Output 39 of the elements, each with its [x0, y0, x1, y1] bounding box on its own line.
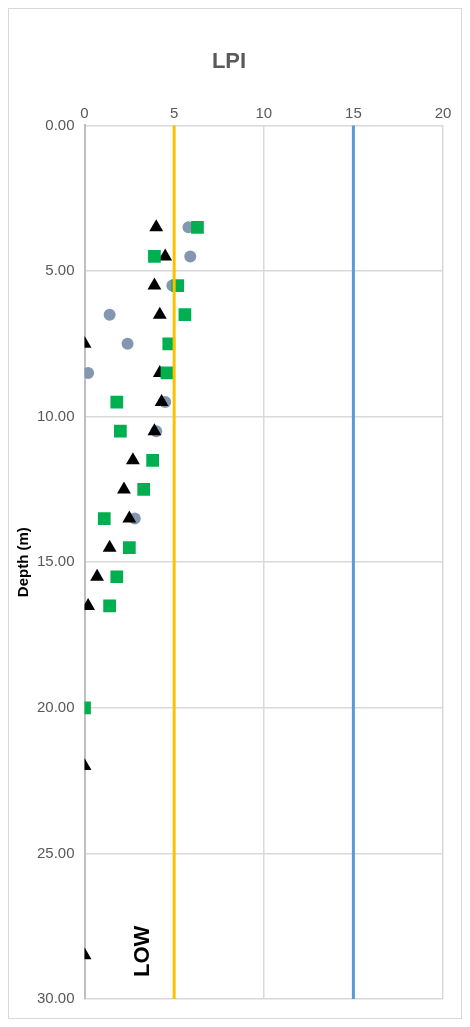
y-tick-label: 10.00	[36, 406, 75, 424]
y-axis-title: Depth (m)	[14, 527, 32, 598]
point	[110, 570, 124, 584]
y-tick-label: 25.00	[36, 843, 75, 861]
y-tick-label: 15.00	[36, 552, 75, 570]
point	[122, 541, 136, 554]
point	[184, 250, 197, 263]
y-tick-label: 5.00	[45, 261, 75, 279]
point	[147, 277, 162, 290]
y-tick-label: 30.00	[36, 989, 75, 1007]
y-tick-label: 20.00	[36, 697, 75, 715]
annotation: LOW	[128, 925, 154, 977]
x-tick-label: 10	[255, 103, 273, 121]
point	[126, 452, 140, 465]
point	[146, 453, 160, 467]
point	[103, 599, 116, 613]
point	[103, 308, 116, 321]
point	[110, 395, 124, 409]
x-tick-label: 20	[434, 103, 452, 121]
point	[121, 337, 134, 350]
point	[152, 306, 167, 319]
point	[149, 219, 164, 232]
point	[191, 220, 204, 234]
point	[102, 539, 117, 552]
point	[90, 568, 105, 581]
point	[117, 481, 131, 494]
y-tick-label: 0.00	[45, 115, 75, 133]
point	[84, 366, 95, 379]
x-tick-label: 15	[345, 103, 362, 121]
x-tick-label: 5	[169, 103, 179, 121]
chart-title: LPI	[211, 48, 247, 74]
point	[137, 483, 151, 496]
point	[122, 510, 137, 523]
point	[154, 394, 169, 407]
x-tick-label: 0	[80, 103, 89, 121]
point	[114, 424, 127, 438]
point	[97, 512, 111, 525]
point	[178, 308, 192, 322]
point	[148, 250, 161, 263]
